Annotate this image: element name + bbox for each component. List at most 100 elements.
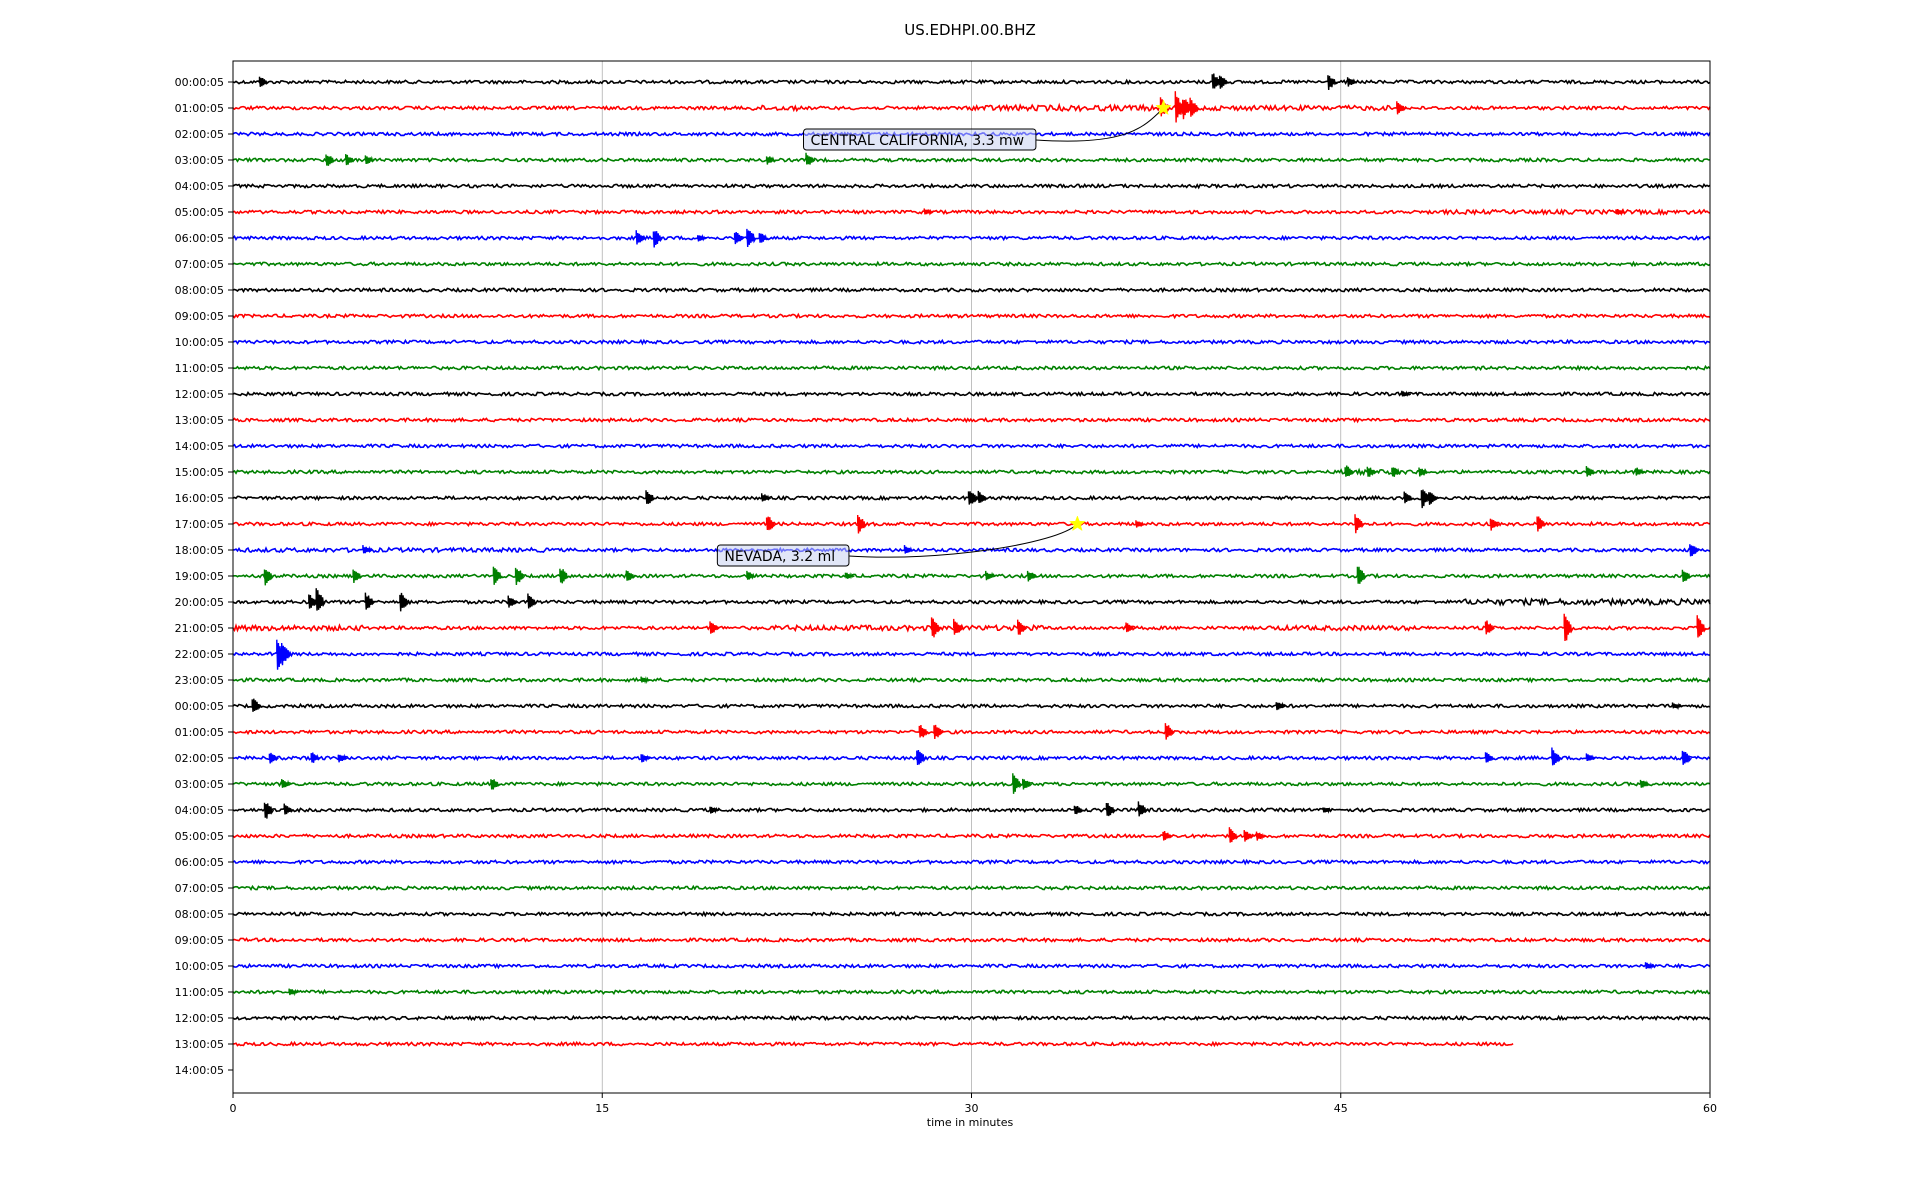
event-signal [1671,702,1682,711]
event-signal [1073,805,1084,815]
y-tick-label: 00:00:05 [175,700,224,713]
y-tick-label: 08:00:05 [175,908,224,921]
y-tick-label: 01:00:05 [175,726,224,739]
annotation-box [716,544,850,567]
event-signal [364,155,375,164]
event-signal [746,570,757,580]
event-signal [1536,516,1547,532]
trace-line [232,858,1711,866]
trace-line [232,182,1711,190]
trace-line [232,520,1711,528]
event-signal [918,725,929,738]
event-signal [1026,570,1038,582]
event-signal [733,232,745,245]
event-signal [933,724,944,739]
x-tick-label: 30 [965,1102,979,1115]
event-signal [399,592,410,612]
event-signal [1418,467,1429,477]
event-signal [903,545,914,554]
event-signal [916,749,927,766]
annotation-label: NEVADA, 3.2 ml [724,549,835,565]
event-signal [1681,569,1692,582]
trace-line [232,572,1711,580]
event-signal [805,152,816,165]
event-signal [1366,466,1377,477]
x-tick-label: 0 [230,1102,237,1115]
event-signal [490,779,501,790]
event-signal [985,570,995,581]
event-signal [1401,390,1412,397]
annotation-label: CENTRAL CALIFORNIA, 3.3 mw [811,133,1025,149]
event-signal [1135,520,1146,528]
trace-line [232,780,1711,788]
trace-line [232,102,1711,113]
event-signal [709,621,720,634]
event-signal [1162,831,1173,841]
event-signal [492,566,503,585]
event-signal [1615,208,1626,217]
event-signal [1689,544,1700,557]
event-signal [1489,518,1500,531]
event-signal [1125,622,1136,633]
event-signal [288,988,299,997]
y-tick-label: 03:00:05 [175,778,224,791]
event-signal [1327,75,1338,91]
y-tick-label: 10:00:05 [175,960,224,973]
trace-line [232,962,1711,970]
y-tick-label: 03:00:05 [175,154,224,167]
x-tick-label: 15 [595,1102,609,1115]
event-signal [1275,701,1286,711]
trace-line [232,312,1711,320]
trace-line [232,728,1711,736]
event-signal [640,676,651,685]
event-signal [337,753,348,763]
event-signal [308,594,319,609]
event-signal [1211,73,1222,89]
event-signal [1012,773,1023,794]
trace-line [232,156,1711,164]
chart-title: US.EDHPI.00.BHZ [904,21,1036,39]
event-signal [640,754,651,763]
event-signal [1344,465,1355,477]
x-tick-label: 60 [1703,1102,1717,1115]
y-tick-label: 23:00:05 [175,674,224,687]
event-signal [1218,75,1230,89]
y-tick-label: 04:00:05 [175,804,224,817]
event-signal [1484,752,1495,763]
trace-line [232,546,1711,554]
event-signal [857,514,868,534]
event-signal [1189,97,1200,117]
event-signal [527,593,538,609]
trace-line [232,832,1711,840]
event-signal [1322,807,1333,814]
y-tick-label: 02:00:05 [175,752,224,765]
y-tick-label: 12:00:05 [175,1012,224,1025]
event-signal [315,588,326,611]
y-tick-label: 20:00:05 [175,596,224,609]
event-signal [1484,620,1495,635]
event-signal [1585,753,1596,761]
event-signal [263,569,275,586]
event-signal [1017,619,1028,635]
event-signal [507,595,518,608]
y-tick-label: 16:00:05 [175,492,224,505]
event-signal [1391,467,1402,477]
event-signal [746,228,757,248]
event-signal [953,618,964,635]
event-signal [1428,492,1439,505]
trace-line [232,702,1711,710]
event-signal [1585,466,1596,477]
annotation-arrow [848,523,1078,558]
y-tick-label: 05:00:05 [175,206,224,219]
y-tick-label: 19:00:05 [175,570,224,583]
event-signal [709,806,720,814]
event-signal [635,230,646,245]
trace-line [232,596,1711,608]
event-signal [625,570,636,581]
event-star-marker [1069,515,1086,532]
y-tick-label: 05:00:05 [175,830,224,843]
event-signal [844,572,855,580]
event-signal [1644,961,1655,970]
event-signal [1356,566,1367,584]
